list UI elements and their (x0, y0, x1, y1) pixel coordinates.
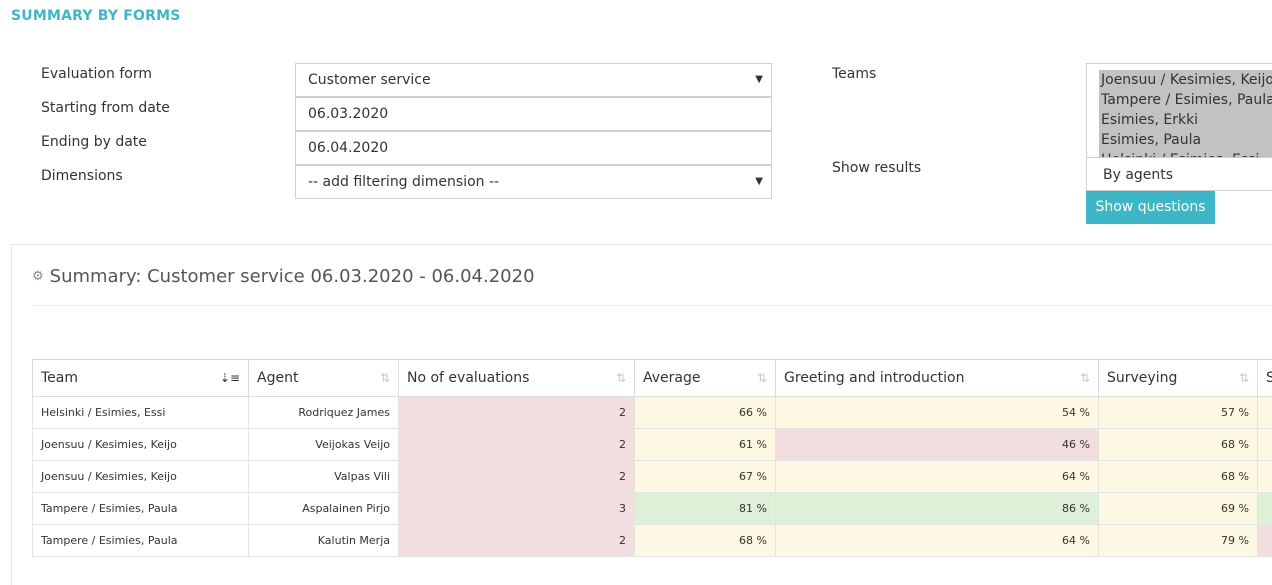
team-cell: Tampere / Esimies, Paula (33, 525, 249, 557)
teams-multiselect[interactable]: Joensuu / Kesimies, Keijo Tampere / Esim… (1086, 63, 1272, 158)
summary-title: ⚙ Summary: Customer service 06.03.2020 -… (32, 266, 535, 287)
summary-title-text: Summary: Customer service 06.03.2020 - 0… (50, 266, 535, 287)
team-option[interactable]: Esimies, Erkki (1099, 110, 1272, 130)
column-header-agent[interactable]: Agent⇅ (249, 360, 399, 397)
surveying-cell: 79 % (1099, 525, 1258, 557)
gears-icon: ⚙ (32, 269, 44, 284)
column-header-greeting[interactable]: Greeting and introduction⇅ (776, 360, 1099, 397)
table-row: Joensuu / Kesimies, Keijo Valpas Vili 2 … (33, 461, 1272, 493)
table-row: Joensuu / Kesimies, Keijo Veijokas Veijo… (33, 429, 1272, 461)
dimensions-value: -- add filtering dimension -- (308, 174, 499, 190)
average-cell: 61 % (635, 429, 776, 461)
table-row: Tampere / Esimies, Paula Aspalainen Pirj… (33, 493, 1272, 525)
end-date-input[interactable]: 06.04.2020 (295, 131, 772, 165)
start-date-value: 06.03.2020 (308, 106, 388, 122)
evaluations-cell: 3 (399, 493, 635, 525)
evaluation-form-value: Customer service (308, 72, 431, 88)
overflow-cell (1258, 525, 1272, 557)
agent-link[interactable]: Veijokas Veijo (249, 429, 399, 461)
agent-link[interactable]: Valpas Vili (249, 461, 399, 493)
show-results-label: Show results (832, 160, 921, 176)
sort-icon[interactable]: ⇅ (616, 371, 626, 385)
evaluations-cell: 2 (399, 461, 635, 493)
surveying-cell: 68 % (1099, 429, 1258, 461)
start-date-label: Starting from date (41, 100, 170, 116)
surveying-cell: 68 % (1099, 461, 1258, 493)
column-header-average[interactable]: Average⇅ (635, 360, 776, 397)
team-cell: Tampere / Esimies, Paula (33, 493, 249, 525)
greeting-cell: 54 % (776, 397, 1099, 429)
sort-icon[interactable]: ⇅ (1080, 371, 1090, 385)
column-header-next[interactable]: S (1258, 360, 1272, 397)
overflow-cell (1258, 429, 1272, 461)
team-cell: Joensuu / Kesimies, Keijo (33, 461, 249, 493)
show-questions-button[interactable]: Show questions (1086, 191, 1215, 224)
overflow-cell (1258, 493, 1272, 525)
chevron-down-icon: ▼ (755, 64, 763, 96)
team-cell: Joensuu / Kesimies, Keijo (33, 429, 249, 461)
end-date-label: Ending by date (41, 134, 147, 150)
evaluation-form-label: Evaluation form (41, 66, 152, 82)
average-cell: 81 % (635, 493, 776, 525)
agent-link[interactable]: Rodriquez James (249, 397, 399, 429)
start-date-input[interactable]: 06.03.2020 (295, 97, 772, 131)
surveying-cell: 69 % (1099, 493, 1258, 525)
greeting-cell: 64 % (776, 461, 1099, 493)
average-cell: 68 % (635, 525, 776, 557)
greeting-cell: 86 % (776, 493, 1099, 525)
average-cell: 67 % (635, 461, 776, 493)
agent-link[interactable]: Kalutin Merja (249, 525, 399, 557)
overflow-cell (1258, 397, 1272, 429)
greeting-cell: 46 % (776, 429, 1099, 461)
sort-icon[interactable]: ⇅ (757, 371, 767, 385)
show-results-select[interactable]: By agents (1086, 157, 1272, 191)
surveying-cell: 57 % (1099, 397, 1258, 429)
end-date-value: 06.04.2020 (308, 140, 388, 156)
sort-desc-icon[interactable]: ⇣≡ (220, 371, 240, 385)
column-header-evaluations[interactable]: No of evaluations⇅ (399, 360, 635, 397)
teams-label: Teams (832, 66, 876, 82)
sort-icon[interactable]: ⇅ (1239, 371, 1249, 385)
table-row: Tampere / Esimies, Paula Kalutin Merja 2… (33, 525, 1272, 557)
average-cell: 66 % (635, 397, 776, 429)
overflow-cell (1258, 461, 1272, 493)
evaluations-cell: 2 (399, 525, 635, 557)
column-header-surveying[interactable]: Surveying⇅ (1099, 360, 1258, 397)
divider (32, 305, 1272, 306)
results-table: Team⇣≡ Agent⇅ No of evaluations⇅ Average… (32, 359, 1272, 557)
greeting-cell: 64 % (776, 525, 1099, 557)
evaluations-cell: 2 (399, 429, 635, 461)
evaluations-cell: 2 (399, 397, 635, 429)
dimensions-label: Dimensions (41, 168, 123, 184)
page-title: SUMMARY BY FORMS (11, 8, 181, 24)
team-option[interactable]: Esimies, Paula (1099, 130, 1272, 150)
team-option[interactable]: Joensuu / Kesimies, Keijo (1099, 70, 1272, 90)
sort-icon[interactable]: ⇅ (380, 371, 390, 385)
chevron-down-icon: ▼ (755, 166, 763, 198)
agent-link[interactable]: Aspalainen Pirjo (249, 493, 399, 525)
show-results-value: By agents (1103, 167, 1173, 183)
team-option[interactable]: Tampere / Esimies, Paula (1099, 90, 1272, 110)
column-header-team[interactable]: Team⇣≡ (33, 360, 249, 397)
team-cell: Helsinki / Esimies, Essi (33, 397, 249, 429)
dimensions-select[interactable]: -- add filtering dimension -- ▼ (295, 165, 772, 199)
table-row: Helsinki / Esimies, Essi Rodriquez James… (33, 397, 1272, 429)
evaluation-form-select[interactable]: Customer service ▼ (295, 63, 772, 97)
